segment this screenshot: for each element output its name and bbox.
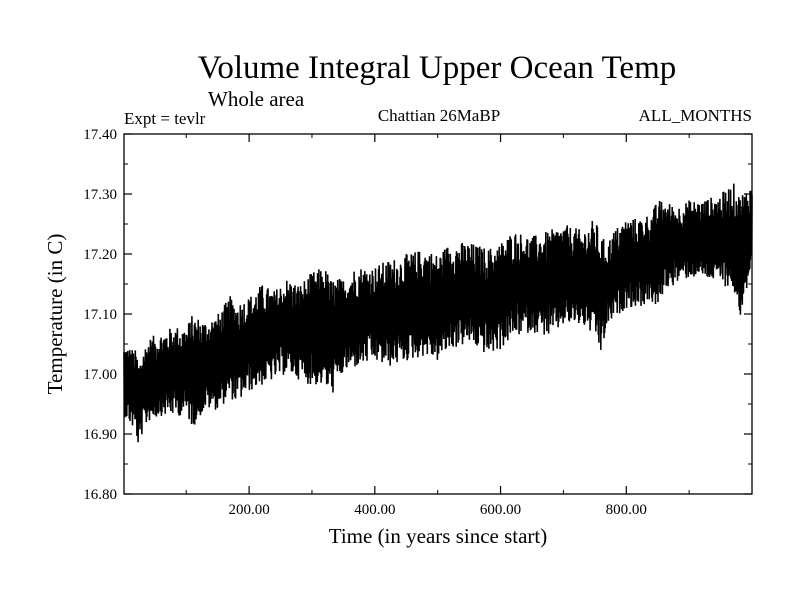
plot-area: 16.80 16.90 17.00 17.10 17.20 17.30 17.40 200.0… [83, 127, 753, 518]
x-axis-label: Time (in years since start) [329, 524, 548, 548]
x-tick-label: 400.00 [354, 502, 395, 518]
y-tick-label: 17.10 [83, 307, 117, 323]
experiment-label: Expt = tevlr [124, 109, 206, 128]
x-tick-label: 600.00 [480, 502, 521, 518]
y-tick-label: 17.00 [83, 367, 117, 383]
months-label: ALL_MONTHS [639, 106, 752, 125]
chart-title: Volume Integral Upper Ocean Temp [198, 50, 676, 86]
y-tick-label: 17.30 [83, 187, 117, 203]
y-tick-label: 16.90 [83, 427, 117, 443]
x-tick-label: 200.00 [228, 502, 269, 518]
x-tick-label: 800.00 [606, 502, 647, 518]
y-axis-label: Temperature (in C) [43, 234, 67, 395]
chart-subtitle: Whole area [208, 87, 305, 111]
period-label: Chattian 26MaBP [378, 106, 500, 125]
y-tick-label: 16.80 [83, 487, 117, 503]
y-tick-label: 17.40 [83, 127, 117, 143]
y-tick-label: 17.20 [83, 247, 117, 263]
temperature-series-line [123, 183, 753, 443]
